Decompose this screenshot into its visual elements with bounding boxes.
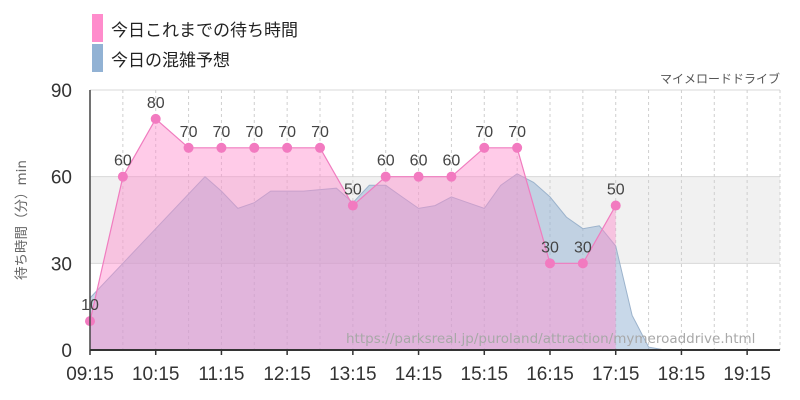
legend: 今日これまでの待ち時間 今日の混雑予想 <box>92 13 298 73</box>
today-point <box>545 258 555 269</box>
x-tick-label: 12:15 <box>263 364 311 385</box>
data-label: 50 <box>607 182 625 199</box>
today-point <box>610 200 621 211</box>
x-tick-label: 11:15 <box>198 364 244 385</box>
legend-swatch-today <box>92 14 103 42</box>
data-label: 60 <box>114 153 132 170</box>
today-point <box>249 142 260 153</box>
x-tick-label: 19:15 <box>723 364 771 385</box>
legend-label-forecast: 今日の混雑予想 <box>111 50 230 71</box>
data-label: 60 <box>377 153 395 170</box>
data-label: 70 <box>245 124 263 141</box>
data-label: 30 <box>541 239 559 256</box>
data-label: 70 <box>213 124 231 141</box>
today-point <box>380 171 391 182</box>
y-tick-label: 60 <box>51 168 72 189</box>
y-axis-label: 待ち時間（分）min <box>14 160 30 280</box>
forecast-line <box>89 173 780 351</box>
data-label: 50 <box>344 182 362 199</box>
source-url-watermark: https://parksreal.jp/puroland/attraction… <box>346 331 756 347</box>
data-label: 70 <box>278 124 296 141</box>
data-label: 70 <box>508 124 526 141</box>
data-label: 60 <box>443 153 461 170</box>
today-point <box>183 142 194 153</box>
forecast-area <box>90 173 780 350</box>
today-point <box>315 142 325 153</box>
today-point <box>150 113 161 124</box>
data-label: 70 <box>475 124 493 141</box>
y-tick-label: 30 <box>51 254 72 275</box>
today-point <box>282 142 293 153</box>
legend-item-forecast[interactable]: 今日の混雑予想 <box>92 43 298 73</box>
chart-subtitle: マイメロードドライブ <box>659 72 780 86</box>
data-label: 30 <box>574 239 592 256</box>
today-point <box>413 171 424 182</box>
x-tick-label: 15:15 <box>461 364 509 385</box>
today-point <box>479 142 490 153</box>
x-tick-label: 09:15 <box>66 364 114 385</box>
x-tick-label: 18:15 <box>658 364 706 385</box>
x-tick-label: 14:15 <box>395 364 443 385</box>
data-label: 60 <box>410 153 428 170</box>
legend-swatch-forecast <box>92 44 103 72</box>
today-point <box>577 258 588 269</box>
today-point <box>347 200 358 211</box>
today-point <box>446 171 457 182</box>
legend-item-today[interactable]: 今日これまでの待ち時間 <box>92 13 298 43</box>
today-area <box>90 118 616 351</box>
today-point <box>117 171 128 182</box>
data-label: 70 <box>311 124 329 141</box>
today-point <box>512 142 523 153</box>
x-tick-label: 13:15 <box>329 364 377 385</box>
data-label: 80 <box>147 95 165 112</box>
y-tick-label: 0 <box>61 341 72 362</box>
data-label: 70 <box>180 124 198 141</box>
x-tick-label: 16:15 <box>526 364 574 385</box>
y-tick-label: 90 <box>51 81 72 102</box>
x-tick-label: 17:15 <box>592 364 640 385</box>
legend-label-today: 今日これまでの待ち時間 <box>111 20 298 41</box>
today-point <box>216 142 227 153</box>
x-tick-label: 10:15 <box>132 364 180 385</box>
